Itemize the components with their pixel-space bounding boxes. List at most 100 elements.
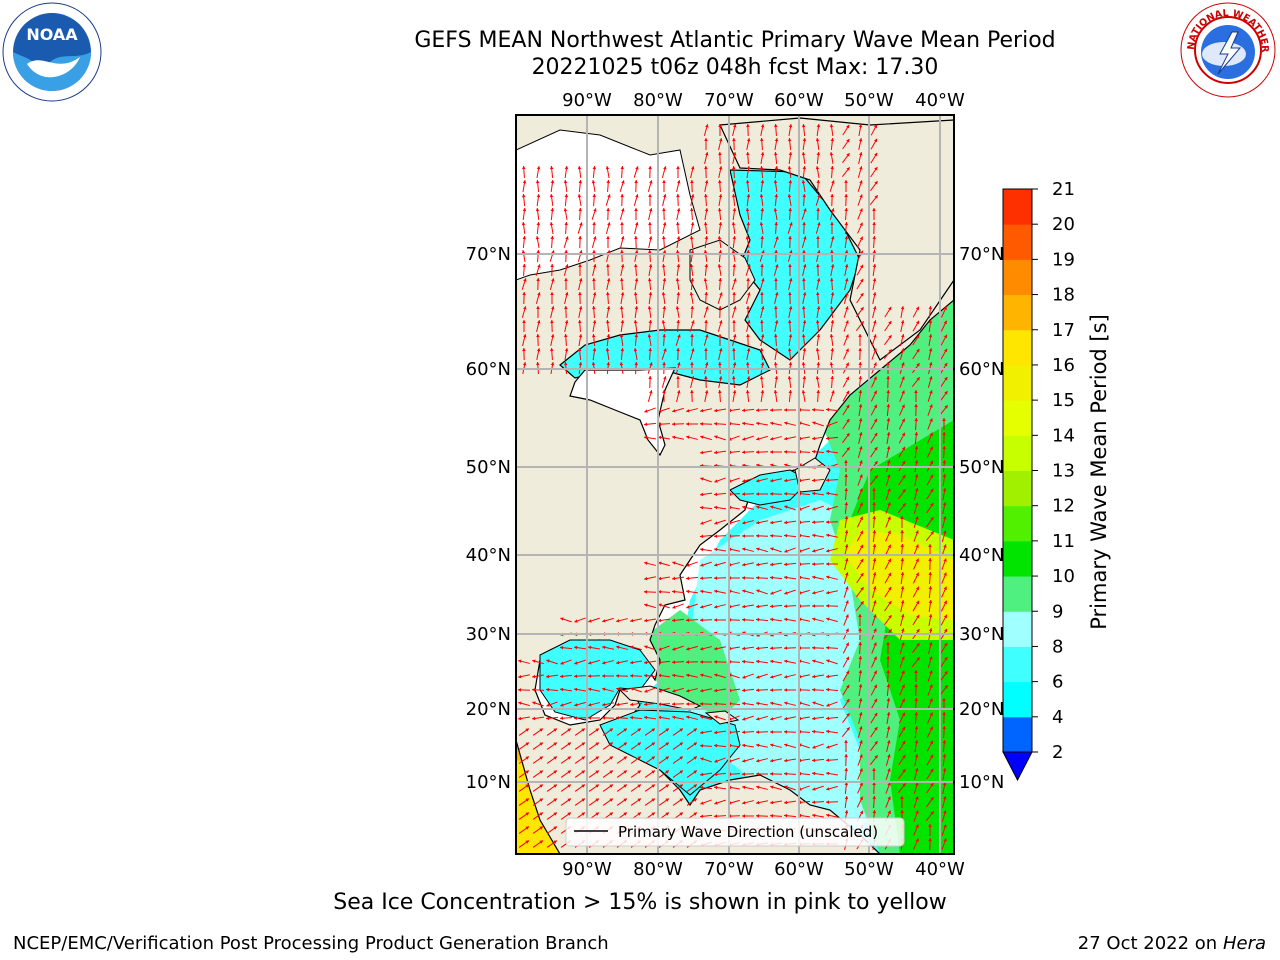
wave-arrow-head bbox=[742, 730, 746, 735]
wave-arrow-head bbox=[886, 642, 890, 645]
wave-arrow-head bbox=[634, 362, 639, 366]
wave-arrow-head bbox=[550, 208, 555, 212]
wave-arrow-head bbox=[602, 645, 606, 650]
colorbar-tick-label: 16 bbox=[1052, 355, 1075, 376]
wave-arrow-head bbox=[742, 717, 746, 721]
wave-arrow-head bbox=[928, 334, 933, 338]
wave-arrow-head bbox=[620, 236, 625, 240]
wave-arrow-head bbox=[718, 362, 722, 366]
wave-arrow-head bbox=[523, 306, 527, 310]
wave-arrow-head bbox=[928, 348, 933, 352]
wave-arrow-head bbox=[672, 673, 676, 678]
wave-arrow-head bbox=[742, 534, 745, 538]
wave-arrow-head bbox=[574, 661, 578, 665]
wave-arrow-head bbox=[686, 618, 690, 623]
wave-arrow-head bbox=[633, 292, 638, 296]
wave-arrow-head bbox=[812, 729, 816, 734]
wave-arrow-head bbox=[801, 390, 806, 394]
colorbar-segment bbox=[1003, 189, 1032, 225]
wave-arrow-head bbox=[536, 194, 541, 198]
wave-arrow-head bbox=[532, 687, 536, 692]
wave-arrow-head bbox=[887, 530, 891, 534]
wave-arrow-head bbox=[616, 687, 620, 691]
wave-arrow-head bbox=[553, 840, 557, 844]
wave-arrow-head bbox=[630, 687, 634, 691]
wave-arrow-head bbox=[942, 432, 946, 436]
wave-arrow-head bbox=[760, 362, 765, 366]
wave-arrow-head bbox=[784, 730, 788, 734]
wave-arrow-head bbox=[816, 390, 821, 394]
wave-arrow-head bbox=[700, 547, 704, 552]
wave-arrow-head bbox=[929, 684, 933, 688]
wave-arrow-head bbox=[930, 797, 934, 801]
colorbar-segment bbox=[1003, 224, 1032, 260]
wave-arrow-head bbox=[902, 755, 906, 759]
wave-arrow-head bbox=[564, 194, 569, 198]
wave-arrow-head bbox=[874, 181, 878, 185]
wave-arrow-head bbox=[886, 726, 891, 730]
wave-arrow-head bbox=[844, 530, 849, 534]
wave-arrow-head bbox=[703, 222, 708, 226]
wave-arrow-head bbox=[686, 688, 690, 693]
wave-arrow-head bbox=[658, 409, 662, 413]
wave-arrow-head bbox=[846, 447, 850, 451]
wave-arrow-head bbox=[873, 390, 877, 395]
wave-arrow-head bbox=[756, 450, 760, 454]
wave-arrow-head bbox=[602, 716, 606, 720]
wave-arrow-head bbox=[745, 152, 750, 156]
wave-arrow-head bbox=[591, 306, 596, 310]
wave-arrow-head bbox=[826, 407, 830, 412]
wave-arrow-head bbox=[578, 306, 583, 310]
wave-arrow-head bbox=[784, 646, 788, 650]
wave-arrow-head bbox=[560, 674, 564, 679]
wave-arrow-head bbox=[770, 813, 774, 818]
wave-arrow-head bbox=[718, 222, 723, 226]
wave-arrow-head bbox=[915, 810, 919, 814]
wave-arrow-head bbox=[761, 278, 765, 282]
wave-arrow-head bbox=[817, 222, 821, 226]
hudson-bay-ice-free bbox=[569, 367, 676, 457]
wave-arrow-head bbox=[859, 796, 863, 801]
wave-arrow-head bbox=[886, 740, 891, 744]
wave-arrow-head bbox=[914, 670, 918, 673]
wave-arrow-head bbox=[942, 516, 947, 520]
wave-arrow-head bbox=[812, 549, 816, 553]
wave-arrow-head bbox=[591, 362, 596, 366]
wave-arrow-head bbox=[550, 236, 555, 240]
wave-arrow-head bbox=[859, 740, 863, 744]
wave-arrow-head bbox=[742, 814, 745, 818]
wave-arrow-head bbox=[788, 152, 793, 156]
colorbar-tick-label: 20 bbox=[1052, 214, 1075, 235]
wave-arrow-head bbox=[592, 292, 597, 296]
wave-arrow-head bbox=[770, 758, 774, 763]
wave-arrow-head bbox=[826, 548, 830, 553]
wave-arrow-head bbox=[943, 558, 947, 562]
wave-arrow-head bbox=[770, 675, 774, 679]
wave-arrow-head bbox=[802, 264, 807, 268]
wave-arrow-head bbox=[623, 756, 627, 760]
wave-arrow-head bbox=[616, 715, 620, 720]
wave-arrow-head bbox=[812, 787, 816, 791]
wave-arrow-head bbox=[860, 293, 864, 297]
wave-arrow-head bbox=[859, 810, 863, 815]
wave-arrow-head bbox=[943, 544, 947, 548]
wave-arrow-head bbox=[588, 687, 592, 692]
wave-arrow-head bbox=[844, 558, 849, 562]
wave-arrow-head bbox=[928, 824, 932, 827]
wave-arrow-head bbox=[620, 166, 625, 170]
wave-arrow-head bbox=[690, 222, 695, 226]
wave-arrow-head bbox=[672, 715, 676, 720]
wave-arrow-head bbox=[549, 166, 554, 170]
wave-arrow-head bbox=[858, 362, 863, 366]
wave-arrow-head bbox=[886, 432, 891, 436]
wave-arrow-head bbox=[690, 390, 694, 394]
lon-label-top: 60°W bbox=[774, 90, 824, 111]
wave-arrow-head bbox=[872, 222, 876, 226]
wave-arrow-head bbox=[522, 264, 527, 268]
wave-arrow-head bbox=[858, 670, 863, 674]
wave-arrow-head bbox=[648, 264, 653, 268]
wave-arrow-head bbox=[686, 435, 690, 440]
wave-arrow-head bbox=[578, 278, 583, 282]
wave-arrow-head bbox=[874, 152, 878, 157]
wave-arrow-head bbox=[872, 306, 877, 310]
